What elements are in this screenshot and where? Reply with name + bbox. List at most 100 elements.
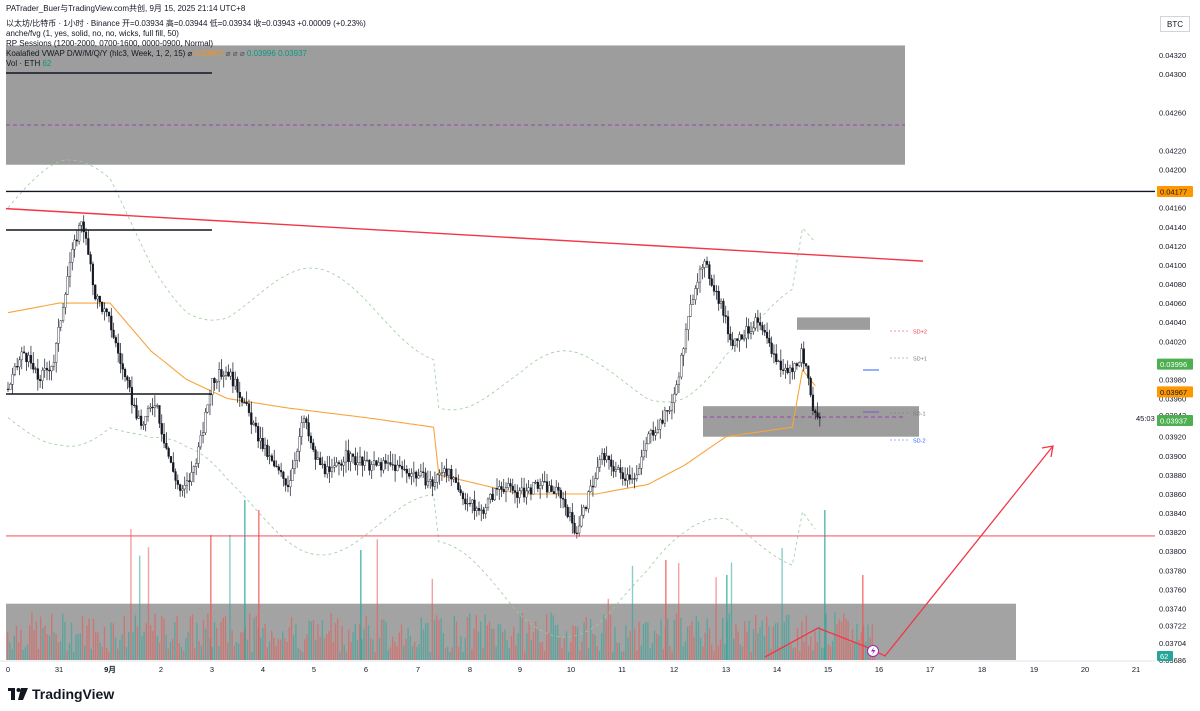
candle-up: [698, 268, 702, 283]
volume-bar: [510, 635, 513, 660]
brand-name: TradingView: [32, 686, 115, 702]
volume-bar: [31, 612, 33, 660]
candle-up: [617, 467, 620, 470]
volume-bar: [174, 622, 176, 660]
volume-bar: [387, 650, 389, 660]
volume-bar: [9, 642, 11, 660]
volume-bar: [436, 615, 438, 660]
volume-bar: [504, 629, 506, 660]
volume-bar: [458, 647, 460, 660]
candle-down: [561, 497, 565, 500]
candle-up: [289, 480, 292, 488]
tradingview-logo[interactable]: TradingView: [8, 686, 114, 702]
candle-up: [9, 384, 12, 390]
indicator-volume[interactable]: Vol · ETH 62: [6, 59, 51, 69]
time-axis[interactable]: 0 31 9月 2 3 4 5 6 7 8 9 10 11 12 13 14 15 16 17 18 19 20 21: [0, 660, 1155, 674]
volume-bar: [682, 646, 684, 660]
candle-down: [75, 239, 78, 242]
volume-bar: [662, 649, 664, 660]
volume-bar: [572, 625, 574, 660]
volume-bar: [422, 628, 425, 660]
indicator-vwap[interactable]: Koalafied VWAP D/W/M/Q/Y (hlc3, Week, 1,…: [6, 49, 307, 59]
candle-down: [254, 422, 257, 427]
volume-bar: [70, 622, 73, 660]
volume-bar: [147, 547, 150, 660]
volume-bar: [517, 633, 519, 660]
volume-bar: [491, 628, 493, 660]
volume-bar: [152, 630, 154, 660]
candle-up: [471, 499, 474, 504]
volume-bar: [557, 624, 559, 660]
volume-bar: [198, 640, 200, 660]
candle-down: [282, 471, 285, 479]
volume-bar: [669, 645, 671, 660]
candle-up: [438, 472, 441, 476]
y-tick-label: 0.04200: [1159, 166, 1186, 175]
price-axis[interactable]: 0.04320 0.04300 0.04260 0.04220 0.04200 0.041…: [1159, 51, 1186, 665]
volume-bar: [286, 641, 288, 660]
volume-bar: [97, 632, 99, 660]
candle-up: [382, 460, 385, 471]
volume-bar: [7, 632, 9, 660]
candle-down: [575, 532, 578, 534]
candle-up: [498, 486, 501, 490]
volume-bar: [570, 642, 572, 660]
candle-down: [273, 460, 276, 467]
candle-down: [107, 311, 111, 317]
candle-up: [433, 482, 436, 487]
candle-down: [552, 491, 556, 494]
candle-up: [330, 467, 334, 472]
volume-bar: [609, 614, 612, 660]
volume-bar: [90, 648, 92, 660]
volume-bar: [365, 616, 367, 660]
candle-up: [68, 262, 72, 277]
symbol-text[interactable]: 以太坊/比特币 · 1小时 · Binance: [6, 19, 120, 28]
volume-bar: [172, 638, 174, 660]
volume-bar: [295, 624, 297, 660]
y-tick-label: 0.03704: [1159, 639, 1186, 648]
volume-bar: [231, 630, 233, 660]
candle-down: [351, 453, 355, 457]
candle-up: [41, 369, 44, 381]
volume-bar: [761, 620, 763, 660]
volume-bar: [108, 651, 110, 660]
sd-label: SD+1: [913, 357, 927, 363]
zones: [6, 45, 1016, 660]
volume-bar: [334, 623, 337, 660]
volume-bar: [339, 651, 341, 660]
volume-bar: [755, 614, 757, 660]
volume-bar: [667, 619, 669, 660]
volume-bar: [167, 648, 169, 660]
candle-down: [779, 360, 782, 371]
candle-up: [596, 466, 599, 479]
candle-down: [368, 459, 371, 471]
volume-bar: [262, 628, 264, 660]
candle-down: [624, 478, 627, 481]
volume-bar: [202, 620, 205, 660]
volume-bar: [271, 630, 273, 660]
candle-down: [511, 485, 514, 491]
candle-down: [454, 477, 458, 483]
symbol-badge[interactable]: BTC: [1160, 16, 1190, 32]
candle-down: [464, 498, 467, 505]
volume-bar: [596, 646, 598, 660]
candle-up: [410, 473, 413, 477]
candle-down: [516, 491, 519, 498]
candle-down: [557, 486, 560, 491]
candle-down: [22, 351, 26, 354]
volume-bar: [642, 624, 645, 660]
candle-down: [612, 466, 615, 472]
candle-up: [426, 481, 429, 486]
volume-bar: [293, 635, 295, 660]
volume-bar: [88, 618, 90, 660]
candle-up: [640, 456, 643, 469]
volume-bar: [200, 645, 202, 660]
y-tick-label: 0.04140: [1159, 223, 1186, 232]
candle-up: [733, 338, 737, 346]
candle-up: [204, 411, 207, 433]
indicator-fvg[interactable]: anche/fvg (1, yes, solid, no, no, wicks,…: [6, 29, 179, 38]
volume-bar: [653, 630, 656, 660]
candle-down: [661, 419, 664, 424]
indicator-rp-sessions[interactable]: RP Sessions (1200-2000, 0700-1600, 0000-…: [6, 39, 214, 48]
